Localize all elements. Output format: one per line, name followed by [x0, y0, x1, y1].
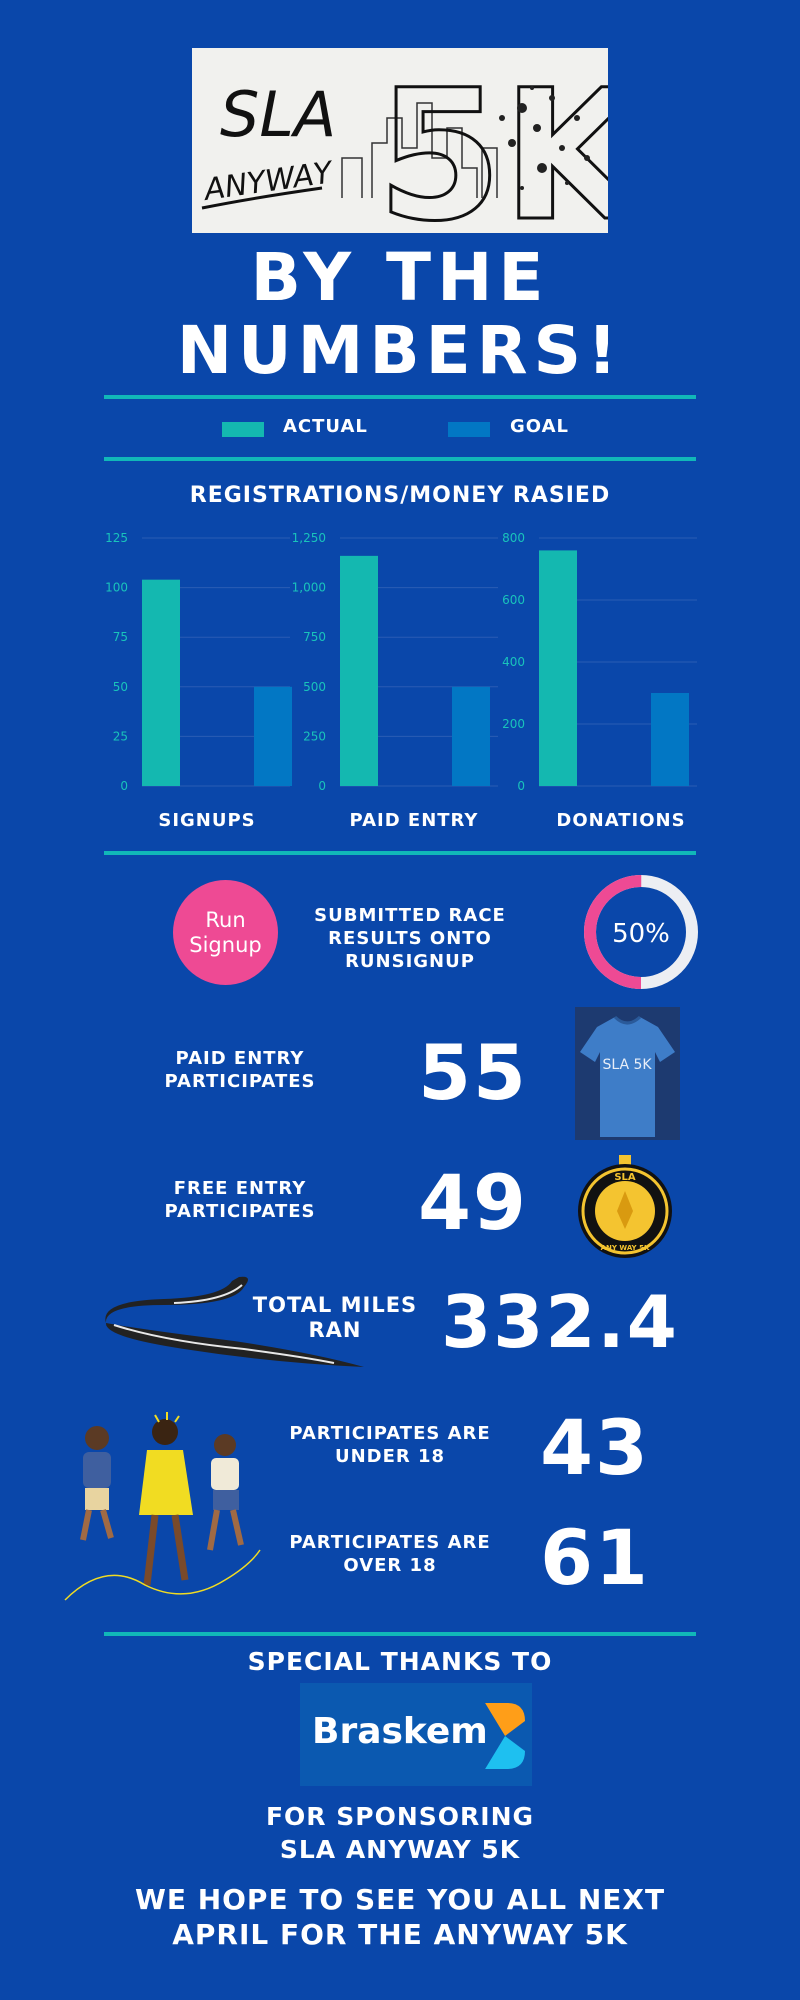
chart-donations-label: DONATIONS: [556, 810, 686, 831]
runners-illustration: [55, 1410, 265, 1610]
miles-label: TOTAL MILES RAN: [240, 1293, 430, 1343]
under18-value: 43: [540, 1403, 650, 1492]
runsignup-logo-line1: Run: [205, 908, 246, 932]
y-tick-label: 1,250: [292, 531, 326, 545]
divider: [104, 1632, 696, 1636]
divider: [104, 851, 696, 855]
runsignup-logo-line2: Signup: [189, 933, 262, 957]
medal-icon: SLA ANY WAY 5K: [575, 1155, 675, 1260]
under18-label-line1: PARTICIPATES ARE: [289, 1423, 491, 1444]
bar-actual: [539, 550, 577, 786]
legend-goal-swatch: [448, 422, 490, 437]
sponsoring-text: FOR SPONSORING SLA ANYWAY 5K: [0, 1800, 800, 1866]
logo-sla-text: SLA: [220, 78, 336, 151]
braskem-logo-mark: [485, 1703, 525, 1769]
y-tick-label: 600: [502, 593, 525, 607]
y-tick-label: 50: [113, 680, 128, 694]
bar-goal: [254, 686, 292, 786]
bar-goal: [452, 686, 490, 786]
paid-entry-label-line2: PARTICIPATES: [164, 1071, 316, 1092]
closing-text: WE HOPE TO SEE YOU ALL NEXT APRIL FOR TH…: [0, 1882, 800, 1952]
svg-text:5K: 5K: [377, 52, 608, 233]
bar-actual: [142, 579, 180, 786]
y-tick-label: 100: [105, 581, 128, 595]
braskem-logo: Braskem: [300, 1683, 532, 1786]
divider: [104, 395, 696, 399]
under18-label: PARTICIPATES ARE UNDER 18: [280, 1422, 500, 1468]
road-icon: [104, 1275, 374, 1370]
chart-paid-entry: 0 250 500 750 1,000 1,250: [292, 528, 498, 798]
runsignup-label-line1: SUBMITTED RACE: [314, 905, 506, 926]
chart-donations: 0 200 400 600 800: [497, 528, 697, 798]
y-tick-label: 75: [113, 630, 128, 644]
y-tick-label: 1,000: [292, 581, 326, 595]
runsignup-label: SUBMITTED RACE RESULTS ONTO RUNSIGNUP: [300, 904, 520, 973]
sponsoring-line2: SLA ANYWAY 5K: [279, 1835, 521, 1864]
over18-value: 61: [540, 1513, 650, 1602]
miles-label-line2: RAN: [308, 1318, 362, 1342]
chart-paid-entry-svg: 0 250 500 750 1,000 1,250: [292, 531, 498, 793]
runsignup-progress-ring: 50%: [583, 874, 699, 990]
medal-bottom-text: ANY WAY 5K: [601, 1244, 650, 1252]
paid-entry-value: 55: [418, 1028, 528, 1117]
tshirt-image: SLA 5K: [575, 1007, 680, 1140]
paid-entry-label-line1: PAID ENTRY: [175, 1048, 305, 1069]
y-tick-label: 200: [502, 717, 525, 731]
free-entry-label: FREE ENTRY PARTICIPATES: [140, 1177, 340, 1223]
chart-signups-label: SIGNUPS: [158, 810, 256, 831]
miles-value: 332.4: [441, 1280, 679, 1364]
logo-anyway-text: ANYWAY: [200, 155, 337, 208]
y-tick-label: 25: [113, 729, 128, 743]
free-entry-value: 49: [418, 1158, 528, 1247]
y-tick-label: 500: [303, 680, 326, 694]
sla-anyway-5k-logo: 5K SLA ANYWAY: [192, 48, 608, 233]
chart-signups-svg: 0 25 50 75 100 125: [105, 531, 292, 793]
bar-goal: [651, 693, 689, 786]
chart-donations-svg: 0 200 400 600 800: [502, 531, 697, 793]
progress-ring-fill: [584, 875, 698, 989]
y-tick-label: 0: [318, 779, 326, 793]
runsignup-label-line3: RUNSIGNUP: [345, 951, 475, 972]
over18-label-line1: PARTICIPATES ARE: [289, 1532, 491, 1553]
over18-label: PARTICIPATES ARE OVER 18: [280, 1531, 500, 1577]
free-entry-label-line1: FREE ENTRY: [173, 1178, 307, 1199]
y-tick-label: 800: [502, 531, 525, 545]
y-tick-label: 250: [303, 729, 326, 743]
braskem-logo-text: Braskem: [312, 1711, 488, 1752]
y-tick-label: 0: [120, 779, 128, 793]
title-line-2: NUMBERS!: [176, 312, 624, 389]
legend-actual-swatch: [222, 422, 264, 437]
bar-actual: [340, 555, 378, 786]
runsignup-label-line2: RESULTS ONTO: [328, 928, 492, 949]
legend-actual-label: ACTUAL: [283, 416, 368, 437]
y-tick-label: 125: [105, 531, 128, 545]
sponsoring-line1: FOR SPONSORING: [265, 1802, 535, 1831]
divider: [104, 457, 696, 461]
y-tick-label: 0: [517, 779, 525, 793]
section-heading: REGISTRATIONS/MONEY RASIED: [189, 483, 611, 508]
closing-line1: WE HOPE TO SEE YOU ALL NEXT: [134, 1883, 666, 1916]
y-tick-label: 750: [303, 630, 326, 644]
paid-entry-label: PAID ENTRY PARTICIPATES: [140, 1047, 340, 1093]
medal-top-text: SLA: [614, 1172, 636, 1183]
closing-line2: APRIL FOR THE ANYWAY 5K: [172, 1918, 628, 1951]
legend-goal-label: GOAL: [510, 416, 569, 437]
miles-label-line1: TOTAL MILES: [252, 1293, 418, 1317]
chart-paid-entry-label: PAID ENTRY: [349, 810, 479, 831]
y-tick-label: 400: [502, 655, 525, 669]
tshirt-text: SLA 5K: [602, 1057, 652, 1073]
special-thanks-heading: SPECIAL THANKS TO: [247, 1647, 553, 1676]
title-line-1: BY THE: [250, 239, 550, 316]
free-entry-label-line2: PARTICIPATES: [164, 1201, 316, 1222]
under18-label-line2: UNDER 18: [334, 1446, 446, 1467]
progress-percent-text: 50%: [612, 919, 670, 949]
over18-label-line2: OVER 18: [343, 1555, 437, 1576]
chart-signups: 0 25 50 75 100 125: [100, 528, 292, 798]
runsignup-logo: Run Signup: [173, 880, 278, 985]
